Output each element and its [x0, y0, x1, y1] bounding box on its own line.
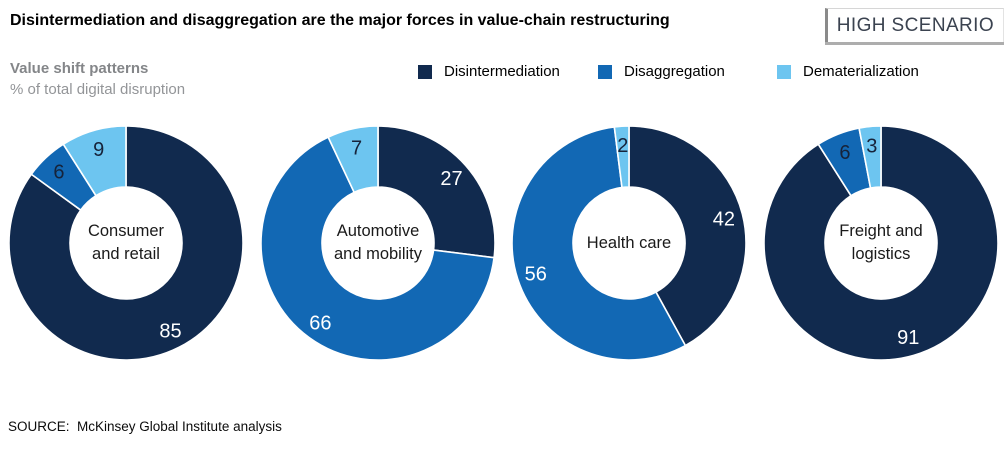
slice-value-label: 85: [159, 320, 181, 342]
legend-swatch-disintermediation: [418, 64, 432, 79]
exhibit-title: Disintermediation and disaggregation are…: [10, 12, 670, 29]
slice-value-label: 42: [713, 209, 735, 231]
slice-value-label: 3: [866, 135, 877, 157]
slice-value-label: 27: [440, 168, 462, 190]
legend-swatch-dematerialization: [777, 64, 791, 79]
slice-value-label: 56: [525, 263, 547, 285]
legend-item-dematerialization: Dematerialization: [777, 63, 919, 80]
slice-value-label: 91: [897, 327, 919, 349]
slice-disintermediation: [377, 125, 496, 259]
donut-chart-consumer-and-retail: 85 6 9: [8, 125, 244, 361]
legend-label: Disaggregation: [624, 63, 725, 80]
source-note: SOURCE: McKinsey Global Institute analys…: [8, 419, 282, 434]
legend-item-disintermediation: Disintermediation: [418, 63, 560, 80]
slice-value-label: 7: [351, 137, 362, 159]
slice-dematerialization: [613, 125, 630, 189]
slice-dematerialization: [62, 125, 127, 197]
chart-subtitle: Value shift patterns: [10, 60, 149, 77]
donut-chart-freight-and-logistics: 91 6 3: [763, 125, 999, 361]
legend-label: Dematerialization: [803, 63, 919, 80]
legend-swatch-disaggregation: [598, 64, 612, 79]
scenario-badge: HIGH SCENARIO: [824, 8, 1004, 42]
donut-chart-automotive-and-mobility: 27 66 7: [260, 125, 496, 361]
chart-unit-label: % of total digital disruption: [10, 81, 186, 98]
slice-value-label: 66: [309, 312, 331, 334]
slice-disaggregation: [260, 136, 495, 361]
slice-disaggregation: [511, 126, 687, 361]
slice-value-label: 6: [53, 162, 64, 184]
slice-dematerialization: [327, 125, 379, 194]
slice-disintermediation: [8, 125, 244, 361]
donut-chart-health-care: 42 56 2: [511, 125, 747, 361]
slice-disintermediation: [628, 125, 747, 347]
slice-value-label: 2: [617, 135, 628, 157]
slice-value-label: 9: [93, 139, 104, 161]
legend-label: Disintermediation: [444, 63, 560, 80]
slice-disintermediation: [763, 125, 999, 361]
slice-dematerialization: [858, 125, 882, 189]
legend-item-disaggregation: Disaggregation: [598, 63, 725, 80]
slice-value-label: 6: [839, 142, 850, 164]
